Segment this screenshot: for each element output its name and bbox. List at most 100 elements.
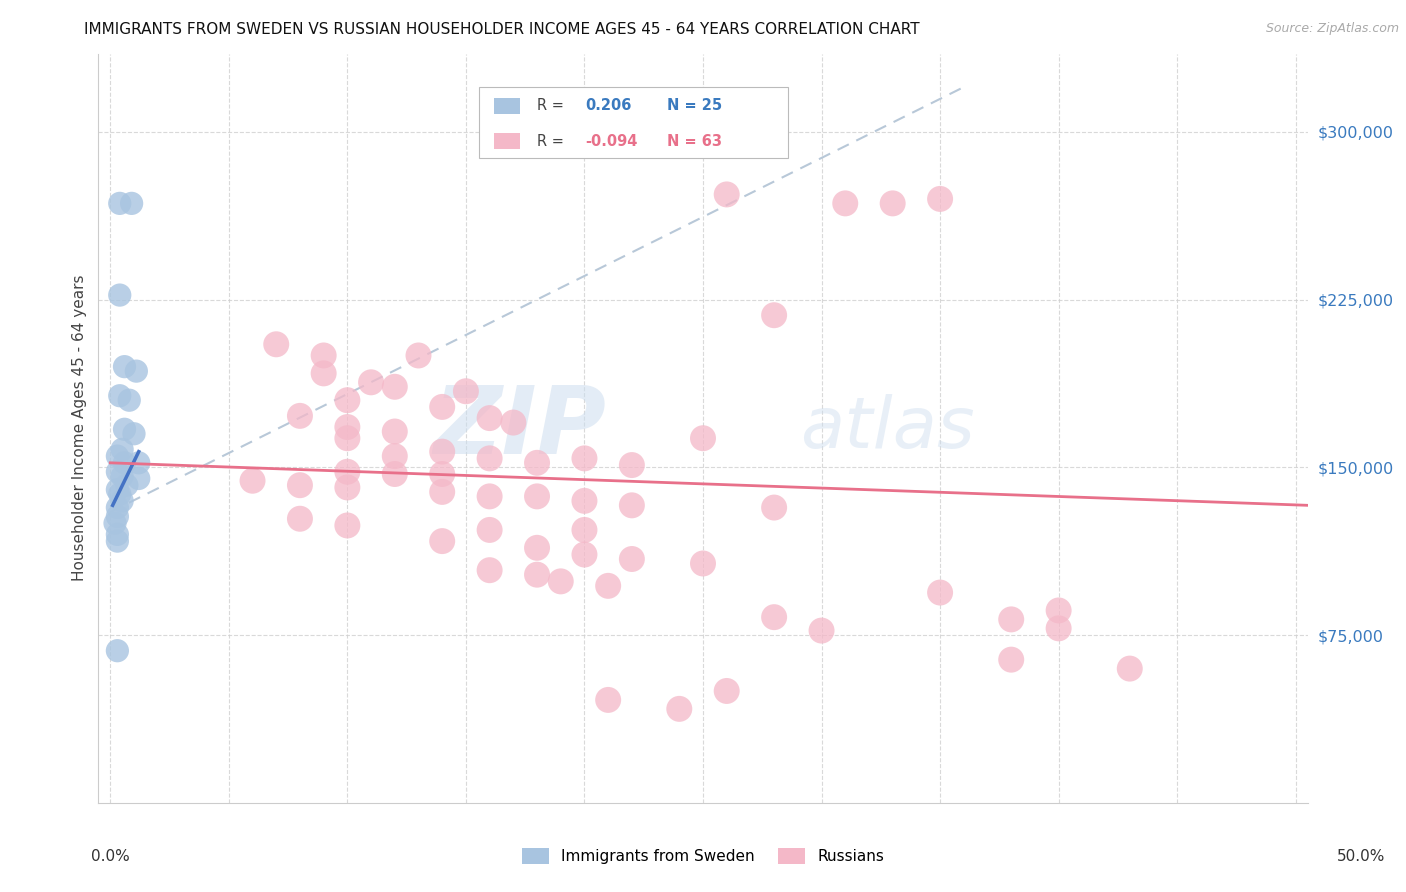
Point xyxy=(105,465,128,479)
Point xyxy=(312,349,335,363)
Point xyxy=(108,288,131,302)
Point xyxy=(108,389,131,403)
Point xyxy=(115,478,138,492)
Point xyxy=(384,467,406,481)
Text: 50.0%: 50.0% xyxy=(1337,849,1385,864)
Point xyxy=(105,643,128,657)
Point xyxy=(502,416,524,430)
Text: 0.206: 0.206 xyxy=(586,98,633,113)
Point xyxy=(384,380,406,394)
Legend: Immigrants from Sweden, Russians: Immigrants from Sweden, Russians xyxy=(516,842,890,870)
Text: -0.094: -0.094 xyxy=(586,134,638,149)
Point xyxy=(108,487,131,501)
Point xyxy=(105,534,128,549)
Point xyxy=(1047,603,1070,617)
Point xyxy=(384,425,406,439)
Point xyxy=(574,548,596,562)
Point xyxy=(105,527,128,541)
Point xyxy=(668,702,690,716)
Point xyxy=(692,557,714,571)
Text: Source: ZipAtlas.com: Source: ZipAtlas.com xyxy=(1265,22,1399,36)
FancyBboxPatch shape xyxy=(479,87,787,159)
Point xyxy=(716,684,738,698)
Text: IMMIGRANTS FROM SWEDEN VS RUSSIAN HOUSEHOLDER INCOME AGES 45 - 64 YEARS CORRELAT: IMMIGRANTS FROM SWEDEN VS RUSSIAN HOUSEH… xyxy=(84,22,920,37)
Point xyxy=(692,431,714,445)
Point xyxy=(526,541,548,555)
Point xyxy=(478,411,501,425)
Point xyxy=(121,196,143,211)
Point xyxy=(478,523,501,537)
FancyBboxPatch shape xyxy=(494,133,520,150)
Point xyxy=(336,518,359,533)
Point xyxy=(288,478,311,492)
Point xyxy=(763,610,786,624)
Point xyxy=(432,467,454,481)
Point xyxy=(105,509,128,524)
Point xyxy=(478,563,501,577)
Point xyxy=(111,493,134,508)
Text: ZIP: ZIP xyxy=(433,382,606,475)
FancyBboxPatch shape xyxy=(494,98,520,114)
Point xyxy=(454,384,477,399)
Point xyxy=(288,409,311,423)
Point xyxy=(620,499,643,513)
Point xyxy=(264,337,287,351)
Point xyxy=(1119,662,1142,676)
Point xyxy=(336,480,359,494)
Point xyxy=(114,422,136,436)
Point xyxy=(336,465,359,479)
Point xyxy=(598,579,620,593)
Point xyxy=(114,359,136,374)
Point xyxy=(478,489,501,503)
Point xyxy=(125,364,148,378)
Point xyxy=(122,426,145,441)
Point xyxy=(574,493,596,508)
Point xyxy=(1047,621,1070,635)
Point xyxy=(384,449,406,463)
Point xyxy=(432,400,454,414)
Point xyxy=(598,693,620,707)
Point xyxy=(810,624,832,638)
Point xyxy=(1000,612,1022,626)
Point xyxy=(432,444,454,458)
Point xyxy=(128,471,150,485)
Point xyxy=(118,393,141,408)
Point xyxy=(432,534,454,549)
Text: R =: R = xyxy=(537,98,569,113)
Text: R =: R = xyxy=(537,134,569,149)
Point xyxy=(408,349,430,363)
Point xyxy=(114,456,136,470)
Point xyxy=(574,523,596,537)
Point xyxy=(1000,653,1022,667)
Point xyxy=(882,196,904,211)
Point xyxy=(526,567,548,582)
Point xyxy=(312,367,335,381)
Point xyxy=(111,442,134,457)
Text: atlas: atlas xyxy=(800,393,974,463)
Point xyxy=(574,451,596,466)
Point xyxy=(763,500,786,515)
Point xyxy=(336,393,359,408)
Point xyxy=(478,451,501,466)
Point xyxy=(111,469,134,483)
Text: N = 25: N = 25 xyxy=(666,98,721,113)
Point xyxy=(550,574,572,589)
Point xyxy=(716,187,738,202)
Text: 0.0%: 0.0% xyxy=(91,849,131,864)
Point xyxy=(360,376,382,390)
Point xyxy=(242,474,264,488)
Point xyxy=(104,516,127,531)
Point xyxy=(105,500,128,515)
Point xyxy=(929,192,952,206)
Point xyxy=(105,449,128,463)
Point xyxy=(526,456,548,470)
Point xyxy=(763,308,786,322)
Point xyxy=(336,431,359,445)
Point xyxy=(288,512,311,526)
Point xyxy=(108,196,131,211)
Point xyxy=(432,484,454,499)
Point xyxy=(834,196,856,211)
Point xyxy=(526,489,548,503)
Point xyxy=(105,483,128,497)
Text: N = 63: N = 63 xyxy=(666,134,721,149)
